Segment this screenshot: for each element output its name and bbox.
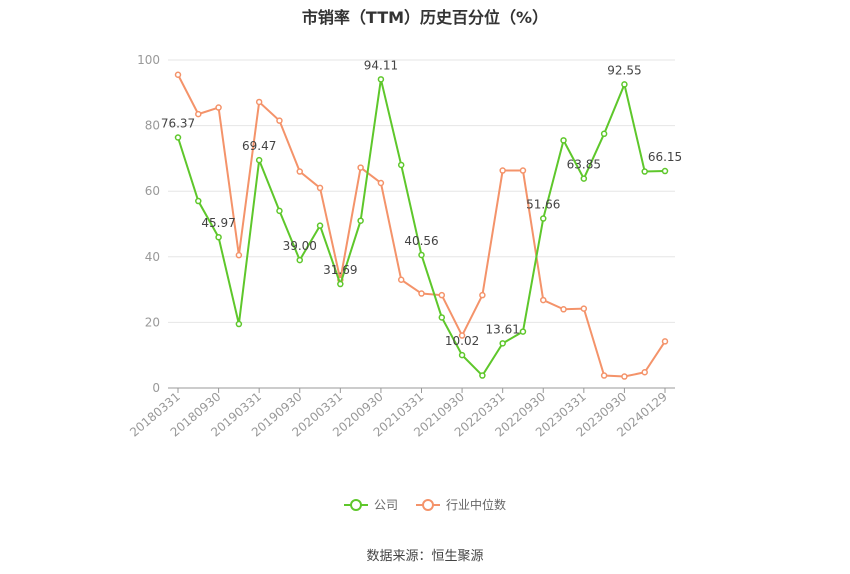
legend-swatch (416, 498, 440, 511)
data-point (479, 372, 486, 379)
legend-item-0[interactable]: 公司 (343, 496, 398, 513)
data-label: 92.55 (607, 63, 641, 77)
series-line-0 (177, 79, 666, 378)
data-point (418, 290, 425, 297)
legend-label: 公司 (373, 498, 398, 512)
data-point (540, 296, 547, 304)
data-point (499, 167, 506, 174)
data-label: 66.15 (648, 150, 682, 164)
legend-swatch (343, 498, 368, 511)
data-point (438, 291, 446, 299)
legend-label: 行业中位数 (446, 498, 507, 512)
y-tick-label: 40 (145, 250, 160, 264)
data-point (560, 137, 567, 144)
data-point (600, 372, 608, 379)
data-point (418, 251, 425, 259)
data-label: 31.69 (323, 263, 357, 277)
series-lines (174, 71, 669, 380)
data-point (357, 164, 364, 171)
data-label: 94.11 (364, 58, 398, 72)
data-point (255, 98, 263, 106)
data-point (174, 71, 182, 79)
data-point (519, 167, 527, 174)
data-point (580, 175, 588, 182)
data-point (397, 161, 405, 169)
data-point (458, 332, 466, 339)
y-tick-label: 20 (145, 315, 160, 329)
data-point (499, 340, 506, 347)
data-point (661, 338, 669, 345)
data-label: 13.61 (485, 322, 519, 336)
data-label: 45.97 (201, 216, 235, 230)
data-point (621, 81, 628, 88)
y-tick-label: 60 (145, 184, 160, 198)
data-point (255, 156, 263, 164)
data-point (600, 130, 608, 138)
data-point (296, 168, 303, 175)
data-labels: 76.37 45.97 69.47 39.00 31.69 94.11 40.56 10.02… (161, 58, 682, 348)
data-point (479, 291, 486, 299)
data-label: 39.00 (283, 239, 317, 253)
data-point (377, 76, 385, 83)
data-point (316, 184, 324, 192)
data-point (337, 280, 344, 288)
data-point (519, 328, 527, 335)
legend-item-1[interactable]: 行业中位数 (416, 496, 506, 513)
data-point (357, 217, 364, 224)
data-point (438, 314, 446, 321)
data-point (276, 207, 283, 215)
data-label: 76.37 (161, 117, 195, 131)
chart-title: 市销率（TTM）历史百分位（%） (301, 8, 549, 27)
data-label: 40.56 (404, 234, 438, 248)
data-point (458, 351, 466, 359)
y-tick-label: 100 (137, 53, 160, 67)
y-tick-label: 0 (152, 381, 160, 395)
data-point (621, 373, 628, 380)
data-point (296, 256, 303, 264)
data-label: 10.02 (445, 334, 479, 348)
y-tick-label: 80 (145, 119, 160, 133)
data-point (377, 179, 385, 187)
data-point (641, 168, 648, 175)
legend: 公司 行业中位数 (0, 496, 850, 513)
data-point (235, 251, 243, 259)
data-label: 51.66 (526, 198, 560, 212)
data-point (397, 276, 405, 284)
data-point (215, 104, 222, 111)
data-label: 63.85 (567, 158, 601, 172)
data-point (641, 369, 648, 376)
data-point (560, 306, 567, 313)
data-point (195, 110, 202, 118)
data-point (195, 197, 202, 205)
source-note: 数据来源：恒生聚源 (366, 549, 484, 564)
data-point (174, 134, 182, 141)
data-label: 69.47 (242, 139, 276, 153)
data-point (580, 305, 588, 312)
data-point (661, 167, 669, 175)
data-point (540, 215, 547, 222)
data-point (276, 117, 283, 124)
data-point (215, 233, 222, 241)
data-point (316, 222, 324, 229)
data-point (235, 320, 243, 328)
